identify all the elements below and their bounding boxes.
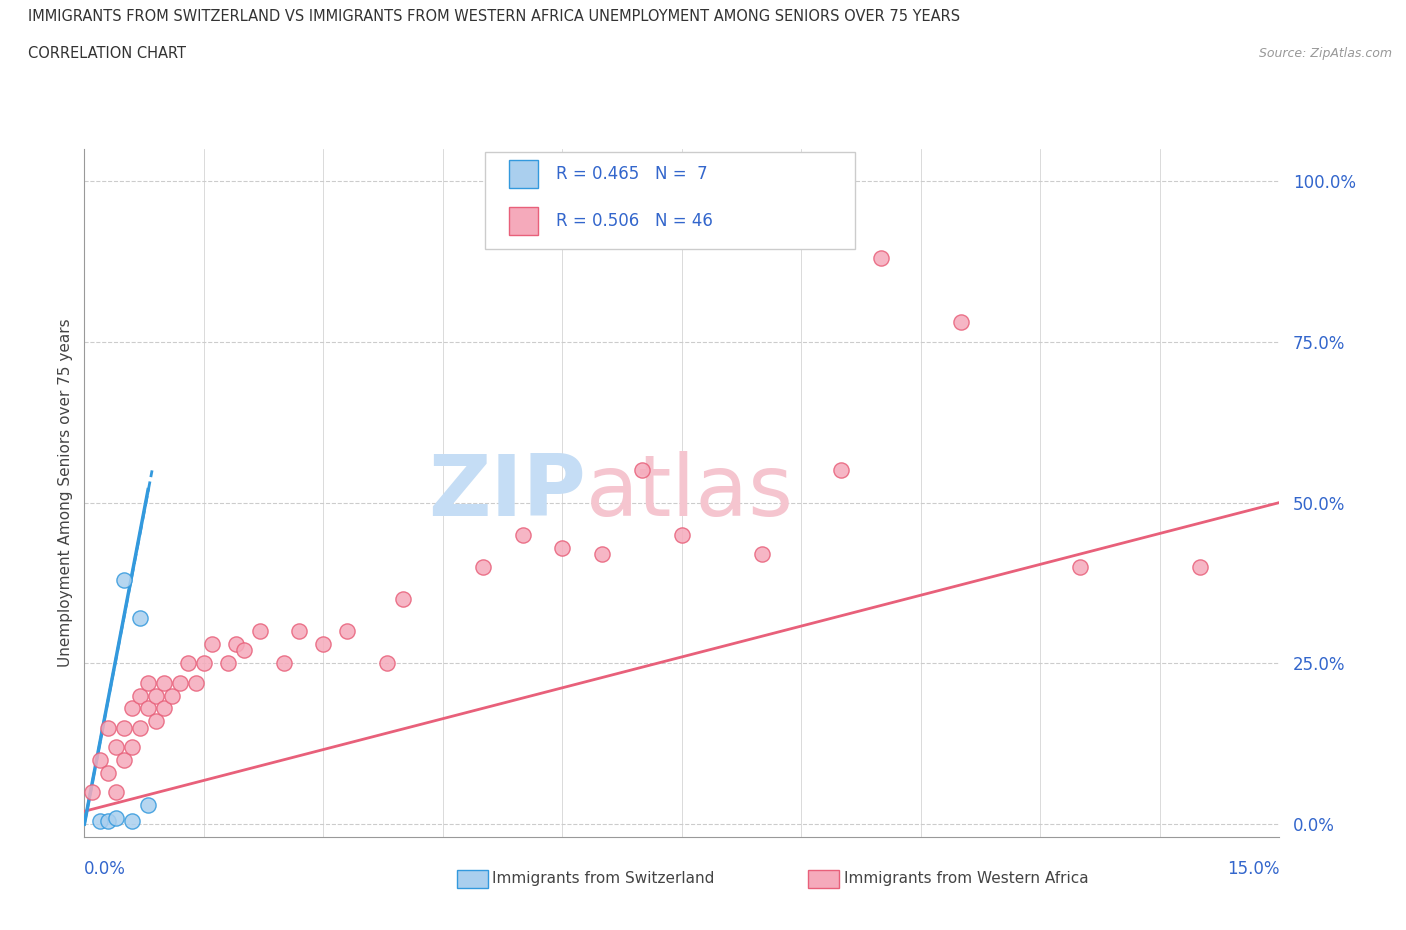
Text: Immigrants from Switzerland: Immigrants from Switzerland [492, 871, 714, 886]
Point [153, 701, 176, 716]
Point [177, 656, 200, 671]
Text: 15.0%: 15.0% [1227, 860, 1279, 878]
Point [232, 643, 254, 658]
Point [82, 785, 104, 800]
Point [591, 547, 613, 562]
Point [273, 656, 295, 671]
Text: CORRELATION CHART: CORRELATION CHART [28, 46, 186, 61]
Point [136, 701, 159, 716]
Text: R = 0.465   N =  7: R = 0.465 N = 7 [557, 166, 709, 183]
Point [105, 785, 128, 800]
Point [336, 624, 359, 639]
Point [97, 814, 120, 829]
Point [392, 591, 415, 606]
Point [631, 463, 654, 478]
Point [89, 752, 111, 767]
Point [870, 251, 893, 266]
FancyBboxPatch shape [485, 153, 855, 248]
Point [249, 624, 271, 639]
Point [288, 624, 311, 639]
Point [112, 752, 135, 767]
Point [751, 547, 773, 562]
Point [121, 701, 143, 716]
Point [97, 765, 120, 780]
Point [89, 814, 111, 829]
Point [121, 739, 143, 754]
Point [112, 572, 135, 587]
Point [145, 714, 167, 729]
Point [375, 656, 398, 671]
Text: R = 0.506   N = 46: R = 0.506 N = 46 [557, 212, 713, 230]
Point [129, 611, 152, 626]
Text: Source: ZipAtlas.com: Source: ZipAtlas.com [1258, 46, 1392, 60]
Point [551, 540, 574, 555]
Point [160, 688, 183, 703]
Point [153, 675, 176, 690]
FancyBboxPatch shape [509, 161, 538, 188]
Point [949, 315, 972, 330]
Point [312, 637, 335, 652]
Point [121, 814, 143, 829]
Point [1069, 560, 1091, 575]
Point [136, 797, 159, 812]
Point [471, 560, 494, 575]
Point [512, 527, 534, 542]
Point [136, 675, 159, 690]
Point [169, 675, 191, 690]
Point [201, 637, 224, 652]
Text: IMMIGRANTS FROM SWITZERLAND VS IMMIGRANTS FROM WESTERN AFRICA UNEMPLOYMENT AMONG: IMMIGRANTS FROM SWITZERLAND VS IMMIGRANT… [28, 9, 960, 24]
Point [145, 688, 167, 703]
Point [830, 463, 852, 478]
Point [129, 720, 152, 735]
Point [129, 688, 152, 703]
Text: 0.0%: 0.0% [84, 860, 127, 878]
Point [671, 527, 693, 542]
Point [105, 810, 128, 825]
Point [184, 675, 207, 690]
Y-axis label: Unemployment Among Seniors over 75 years: Unemployment Among Seniors over 75 years [58, 319, 73, 667]
Point [217, 656, 239, 671]
Point [97, 720, 120, 735]
Point [193, 656, 215, 671]
FancyBboxPatch shape [509, 207, 538, 235]
Point [1188, 560, 1211, 575]
Point [105, 739, 128, 754]
Text: ZIP: ZIP [429, 451, 586, 535]
Text: atlas: atlas [586, 451, 794, 535]
Text: Immigrants from Western Africa: Immigrants from Western Africa [844, 871, 1088, 886]
Point [112, 720, 135, 735]
Point [225, 637, 247, 652]
